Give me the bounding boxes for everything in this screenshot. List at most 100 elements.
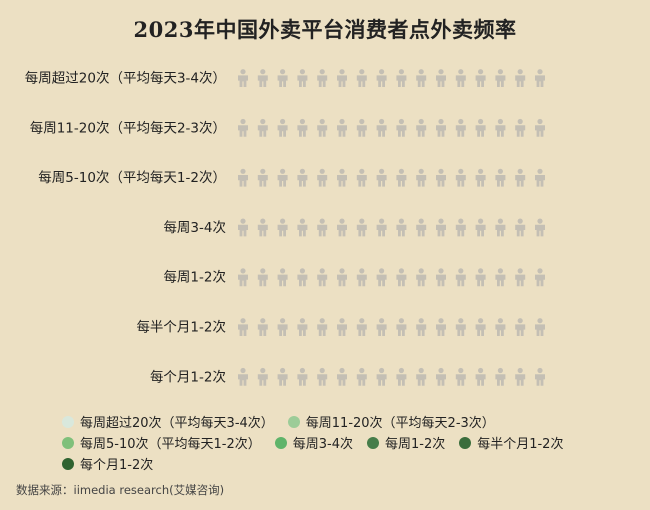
person-icon (475, 69, 486, 87)
person-icon (277, 268, 288, 287)
person-icon (535, 367, 545, 386)
person-icon (277, 118, 288, 137)
person-icon (297, 69, 308, 87)
person-icon (297, 318, 308, 336)
person-icon (238, 268, 248, 287)
person-icon (257, 367, 268, 386)
person-icon (535, 69, 545, 87)
person-icon (416, 69, 427, 87)
legend-label: 每个月1-2次 (80, 458, 154, 473)
person-icon (495, 318, 506, 336)
legend-item: 每周1-2次 (366, 433, 446, 452)
row-label: 每个月1-2次 (150, 369, 226, 385)
person-icon (297, 218, 308, 237)
person-icon (396, 118, 407, 137)
person-icon (515, 367, 526, 386)
person-icon (257, 118, 268, 137)
person-icon (535, 268, 545, 287)
person-icon (475, 168, 486, 187)
person-icon (436, 69, 446, 87)
person-icon (376, 118, 387, 137)
legend-label: 每周3-4次 (292, 437, 353, 452)
person-icon (515, 69, 526, 87)
person-icon (317, 268, 328, 287)
person-icon (257, 218, 268, 237)
person-icon (238, 118, 248, 137)
legend-swatch (62, 457, 74, 470)
person-icon (356, 268, 367, 287)
person-icon (257, 168, 268, 187)
chart-title: 2023年中国外卖平台消费者点外卖频率 (133, 17, 517, 42)
person-icon (495, 168, 506, 187)
person-icon (455, 168, 466, 187)
person-icon (515, 168, 526, 187)
person-icon (356, 168, 367, 187)
legend-item: 每周11-20次（平均每天2-3次） (287, 412, 495, 431)
person-icon (356, 69, 367, 87)
person-icon (356, 367, 367, 386)
person-icon (257, 268, 268, 287)
person-icon (515, 118, 526, 137)
person-icon (455, 367, 466, 386)
person-icon (238, 367, 248, 386)
row-label: 每周超过20次（平均每天3-4次） (25, 71, 226, 87)
row-label: 每半个月1-2次 (136, 320, 226, 336)
person-icon (416, 168, 427, 187)
person-icon (257, 69, 268, 87)
person-icon (376, 218, 387, 237)
legend-item: 每周5-10次（平均每天1-2次） (62, 433, 261, 452)
person-icon (317, 318, 328, 336)
legend: 每周超过20次（平均每天3-4次） 每周11-20次（平均每天2-3次） 每周5-1… (62, 412, 622, 473)
legend-swatch (274, 436, 287, 449)
person-icon (436, 118, 446, 137)
person-icon (455, 218, 466, 237)
person-icon (376, 318, 387, 336)
person-icon (515, 268, 526, 287)
person-icon (495, 69, 506, 87)
person-icon (238, 318, 248, 336)
person-icon (317, 168, 328, 187)
legend-label: 每周5-10次（平均每天1-2次） (80, 437, 261, 452)
person-icon (495, 218, 506, 237)
person-icon (475, 318, 486, 336)
person-icon (238, 168, 248, 187)
person-icon (317, 218, 328, 237)
person-icon (337, 367, 347, 386)
person-icon (376, 168, 387, 187)
person-icon (337, 218, 347, 237)
person-icon (238, 218, 248, 237)
person-icon (436, 268, 446, 287)
person-icon (495, 367, 506, 386)
person-icon (455, 118, 466, 137)
person-icon (277, 168, 288, 187)
person-icon (376, 268, 387, 287)
person-icon (376, 69, 387, 87)
legend-label: 每半个月1-2次 (477, 437, 564, 452)
person-icon (535, 218, 545, 237)
person-icon (257, 318, 268, 336)
person-icon (475, 268, 486, 287)
person-icon (436, 168, 446, 187)
person-icon (277, 218, 288, 237)
person-icon (337, 168, 347, 187)
legend-label: 每周超过20次（平均每天3-4次） (80, 416, 274, 431)
person-icon (376, 367, 387, 386)
row-label: 每周3-4次 (163, 220, 226, 236)
legend-swatch (366, 436, 379, 449)
person-icon (317, 367, 328, 386)
legend-swatch (62, 436, 74, 449)
person-icon (515, 318, 526, 336)
legend-swatch (287, 415, 300, 428)
person-icon (396, 69, 407, 87)
legend-label: 每周1-2次 (384, 437, 446, 452)
person-icon (416, 318, 427, 336)
person-icon (535, 318, 545, 336)
person-icon (396, 168, 407, 187)
pictogram-chart: 每周超过20次（平均每天3-4次） 每周11-20次（平均每天2-3次） 每周5-1… (25, 69, 545, 386)
person-icon (337, 69, 347, 87)
person-icon (297, 367, 308, 386)
person-icon (455, 69, 466, 87)
person-icon (238, 69, 248, 87)
person-icon (356, 218, 367, 237)
legend-item: 每个月1-2次 (62, 454, 153, 473)
